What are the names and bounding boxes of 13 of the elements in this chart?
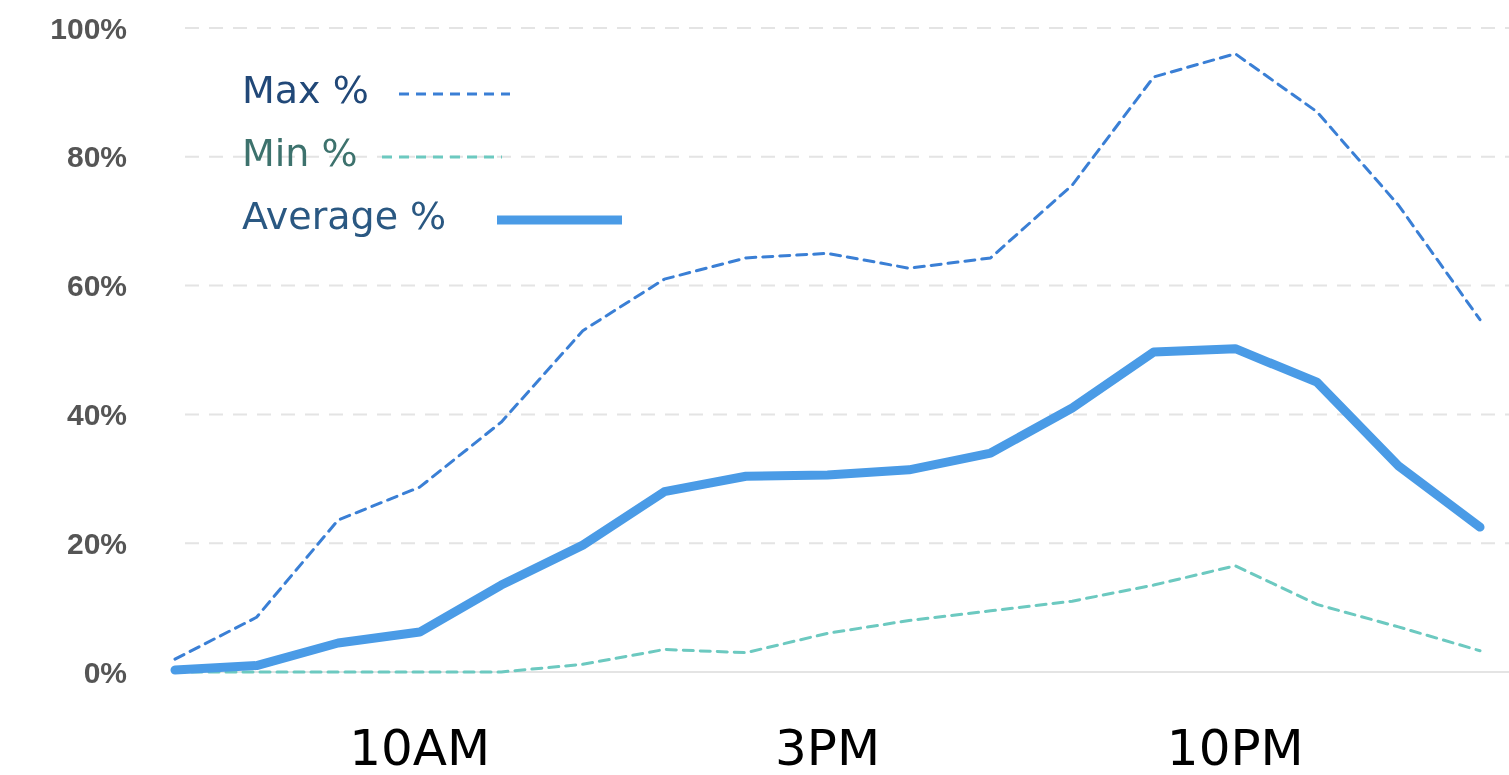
y-tick-label: 60%: [66, 269, 127, 303]
line-series: [173, 52, 1482, 661]
legend-label: Min %: [242, 131, 358, 176]
y-tick-label: 20%: [66, 526, 127, 560]
x-tick-label: 3PM: [774, 719, 881, 775]
y-tick-label: 0%: [83, 655, 127, 689]
y-tick-label: 100%: [50, 11, 127, 45]
y-tick-label: 80%: [66, 140, 127, 174]
legend-label: Average %: [242, 194, 447, 239]
x-tick-label: 10AM: [349, 719, 491, 775]
x-tick-label: 10PM: [1166, 719, 1304, 775]
legend-label: Max %: [242, 68, 369, 113]
y-tick-label: 40%: [66, 397, 127, 431]
